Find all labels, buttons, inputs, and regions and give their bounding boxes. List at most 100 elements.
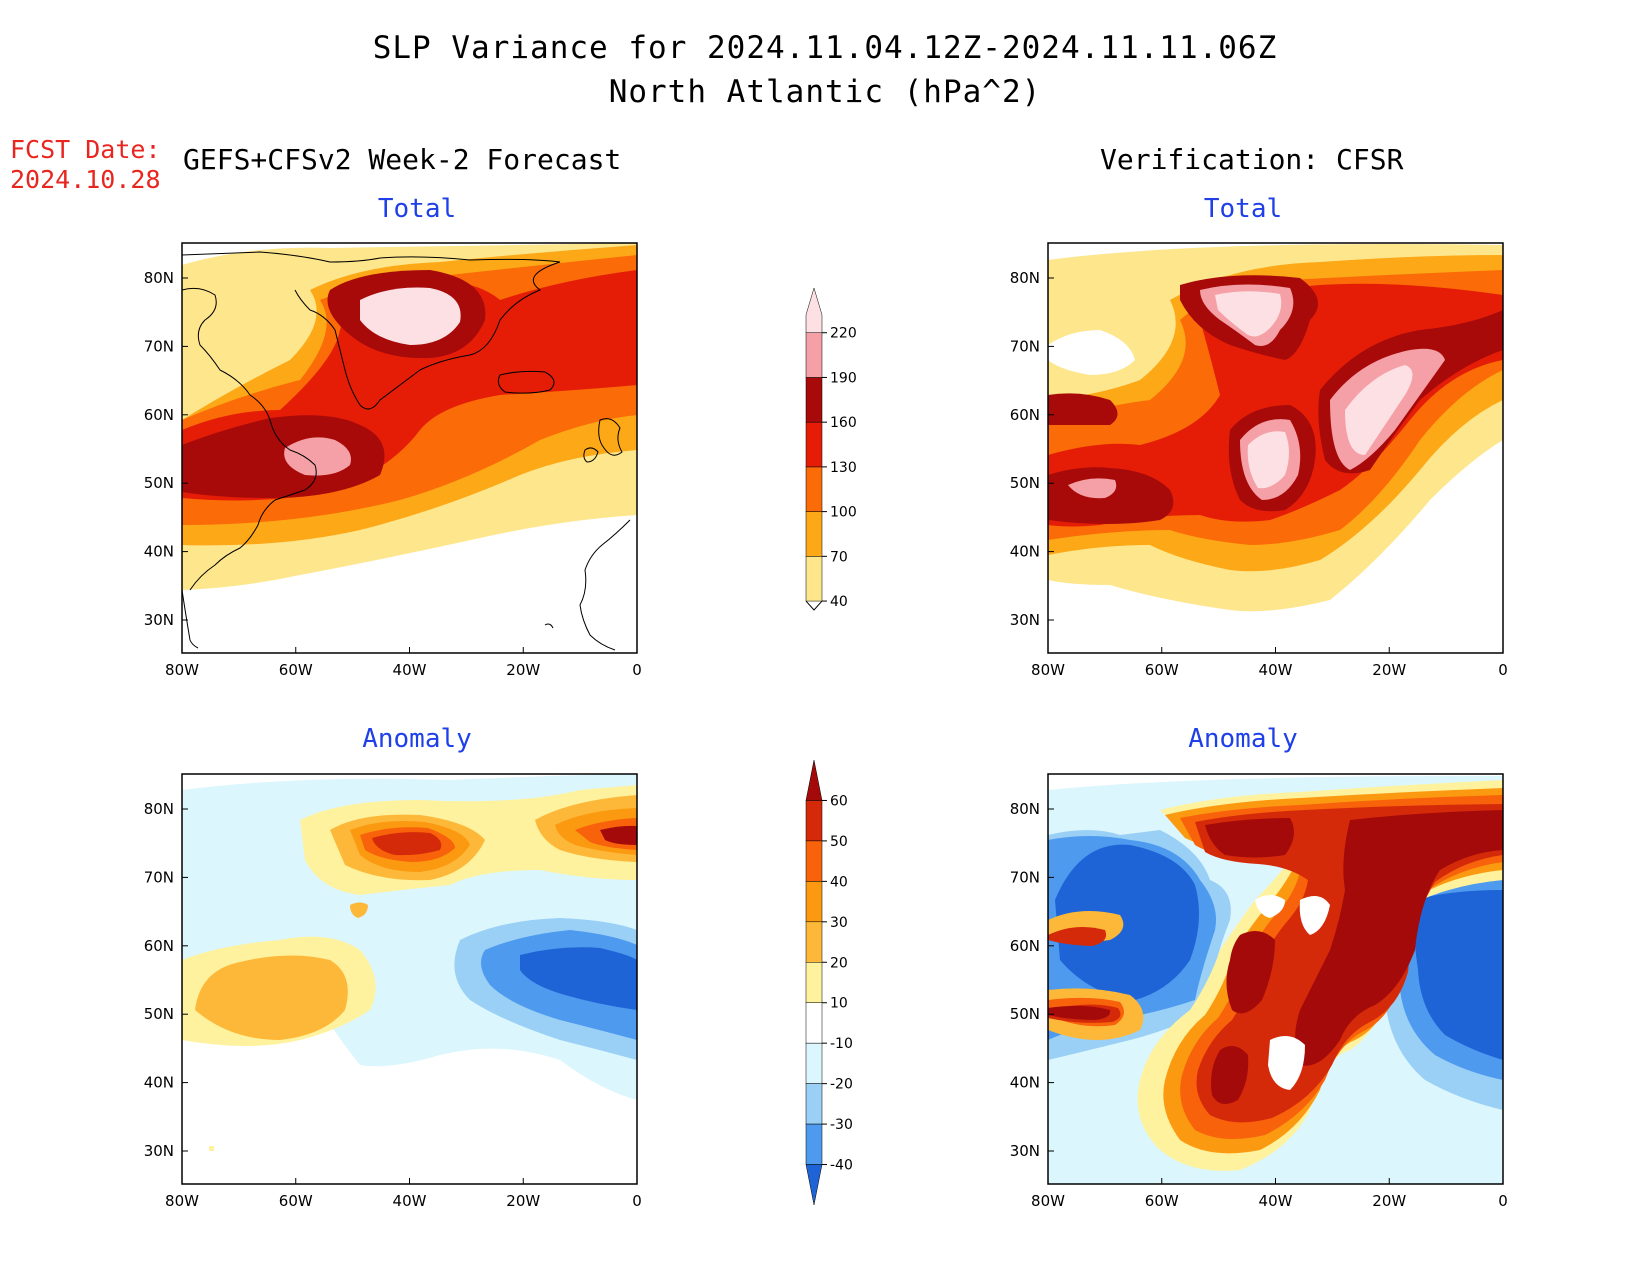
- colorbar-swatch: [805, 1042, 823, 1084]
- lat-label: 50N: [144, 474, 174, 492]
- colorbar-label: 130: [830, 460, 857, 476]
- lat-label: 40N: [1010, 543, 1040, 561]
- colorbar-swatch: [805, 1083, 823, 1125]
- colorbar-swatch: [805, 840, 823, 882]
- lon-label: 40W: [393, 1192, 427, 1210]
- lat-label: 30N: [144, 611, 174, 629]
- lat-label: 70N: [144, 868, 174, 886]
- colorbar-label: 40: [830, 594, 848, 610]
- lon-label: 80W: [165, 1192, 199, 1210]
- lon-label: 20W: [1372, 1192, 1406, 1210]
- lat-label: 40N: [144, 1074, 174, 1092]
- colorbar-label: 40: [830, 874, 848, 890]
- colorbar-label: 50: [830, 834, 848, 850]
- forecast-column-title: GEFS+CFSv2 Week-2 Forecast: [183, 143, 622, 176]
- lat-label: 40N: [144, 543, 174, 561]
- colorbar-swatch: [805, 332, 823, 378]
- colorbar-label: 190: [830, 370, 857, 386]
- lat-label: 40N: [1010, 1074, 1040, 1092]
- lon-label: 80W: [165, 661, 199, 679]
- colorbar-label: -40: [830, 1158, 853, 1174]
- colorbar-swatch: [805, 421, 823, 468]
- lon-label: 80W: [1031, 661, 1065, 679]
- lon-label: 60W: [279, 661, 313, 679]
- colorbar-swatch: [805, 921, 823, 963]
- forecast-anomaly-title: Anomaly: [362, 724, 472, 754]
- colorbar-swatch: [805, 556, 823, 602]
- lon-label: 60W: [1145, 661, 1179, 679]
- colorbar-swatch: [805, 1123, 823, 1165]
- lon-label: 40W: [393, 661, 427, 679]
- lat-label: 60N: [144, 937, 174, 955]
- lon-label: 0: [1498, 661, 1508, 679]
- chart-subtitle: North Atlantic (hPa^2): [608, 74, 1042, 110]
- chart-title: SLP Variance for 2024.11.04.12Z-2024.11.…: [372, 30, 1278, 66]
- colorbar-arrow-low: [805, 1164, 823, 1206]
- lon-label: 40W: [1259, 1192, 1293, 1210]
- colorbar-label: 160: [830, 415, 857, 431]
- colorbar-swatch: [805, 962, 823, 1003]
- colorbar-label: 100: [830, 505, 857, 521]
- map-frames: 80W 60W 40W 20W 0 80N 70N 60N 50N 40N 30N 80W 60W 40W…: [144, 242, 1508, 1210]
- lat-label: 70N: [1010, 868, 1040, 886]
- fcst-date-label: FCST Date: 2024.10.28: [10, 135, 161, 195]
- colorbar-label: 60: [830, 793, 848, 809]
- colorbar-arrow-high: [805, 759, 823, 801]
- colorbar-swatch: [805, 377, 823, 423]
- verification-total-map: [1048, 243, 1503, 653]
- colorbar-swatch: [805, 800, 823, 842]
- lon-label: 0: [632, 1192, 642, 1210]
- colorbar-label: 10: [830, 996, 848, 1012]
- lat-label: 70N: [1010, 337, 1040, 355]
- forecast-anomaly-map: [182, 774, 637, 1184]
- lon-label: 80W: [1031, 1192, 1065, 1210]
- lon-label: 60W: [1145, 1192, 1179, 1210]
- colorbar-swatch: [805, 881, 823, 923]
- fcst-date-caption: FCST Date:: [10, 135, 161, 164]
- lon-label: 20W: [506, 661, 540, 679]
- lon-label: 40W: [1259, 661, 1293, 679]
- lon-label: 20W: [1372, 661, 1406, 679]
- lat-label: 70N: [144, 337, 174, 355]
- lat-label: 60N: [1010, 406, 1040, 424]
- colorbar-label: 20: [830, 955, 848, 971]
- verification-anomaly-title: Anomaly: [1188, 724, 1298, 754]
- colorbar-swatch: [805, 511, 823, 557]
- colorbar-label: -20: [830, 1077, 853, 1093]
- verification-column-title: Verification: CFSR: [1100, 143, 1404, 176]
- lat-label: 80N: [1010, 800, 1040, 818]
- verification-total-title: Total: [1203, 194, 1283, 224]
- colorbar-label: -30: [830, 1117, 853, 1133]
- lat-label: 80N: [144, 800, 174, 818]
- colorbar-label: -10: [830, 1036, 853, 1052]
- colorbar-swatch: [805, 287, 823, 333]
- lon-label: 20W: [506, 1192, 540, 1210]
- lat-label: 30N: [1010, 611, 1040, 629]
- lon-label: 0: [632, 661, 642, 679]
- coastlines: [182, 251, 631, 651]
- anomaly-colorbar: 60 50 40 30 20 10 -10 -20 -30 -40: [805, 759, 853, 1206]
- lat-label: 50N: [1010, 1005, 1040, 1023]
- lat-label: 50N: [1010, 474, 1040, 492]
- colorbar-swatch: [805, 1002, 823, 1044]
- fcst-date-value: 2024.10.28: [10, 165, 161, 194]
- colorbar-label: 70: [830, 549, 848, 565]
- forecast-total-title: Total: [377, 194, 457, 224]
- verification-anomaly-map: [1048, 774, 1503, 1184]
- colorbar-swatch: [805, 466, 823, 512]
- forecast-total-map: [182, 243, 637, 653]
- lat-label: 60N: [1010, 937, 1040, 955]
- total-colorbar: 40 70 100 130 160 190 220: [805, 287, 857, 611]
- lon-label: 60W: [279, 1192, 313, 1210]
- colorbar-label: 220: [830, 326, 857, 342]
- colorbar-label: 30: [830, 915, 848, 931]
- lat-label: 30N: [144, 1142, 174, 1160]
- lat-label: 50N: [144, 1005, 174, 1023]
- lon-label: 0: [1498, 1192, 1508, 1210]
- colorbar-arrow-low: [805, 600, 823, 611]
- lat-label: 80N: [144, 269, 174, 287]
- lat-label: 60N: [144, 406, 174, 424]
- lat-label: 30N: [1010, 1142, 1040, 1160]
- lat-label: 80N: [1010, 269, 1040, 287]
